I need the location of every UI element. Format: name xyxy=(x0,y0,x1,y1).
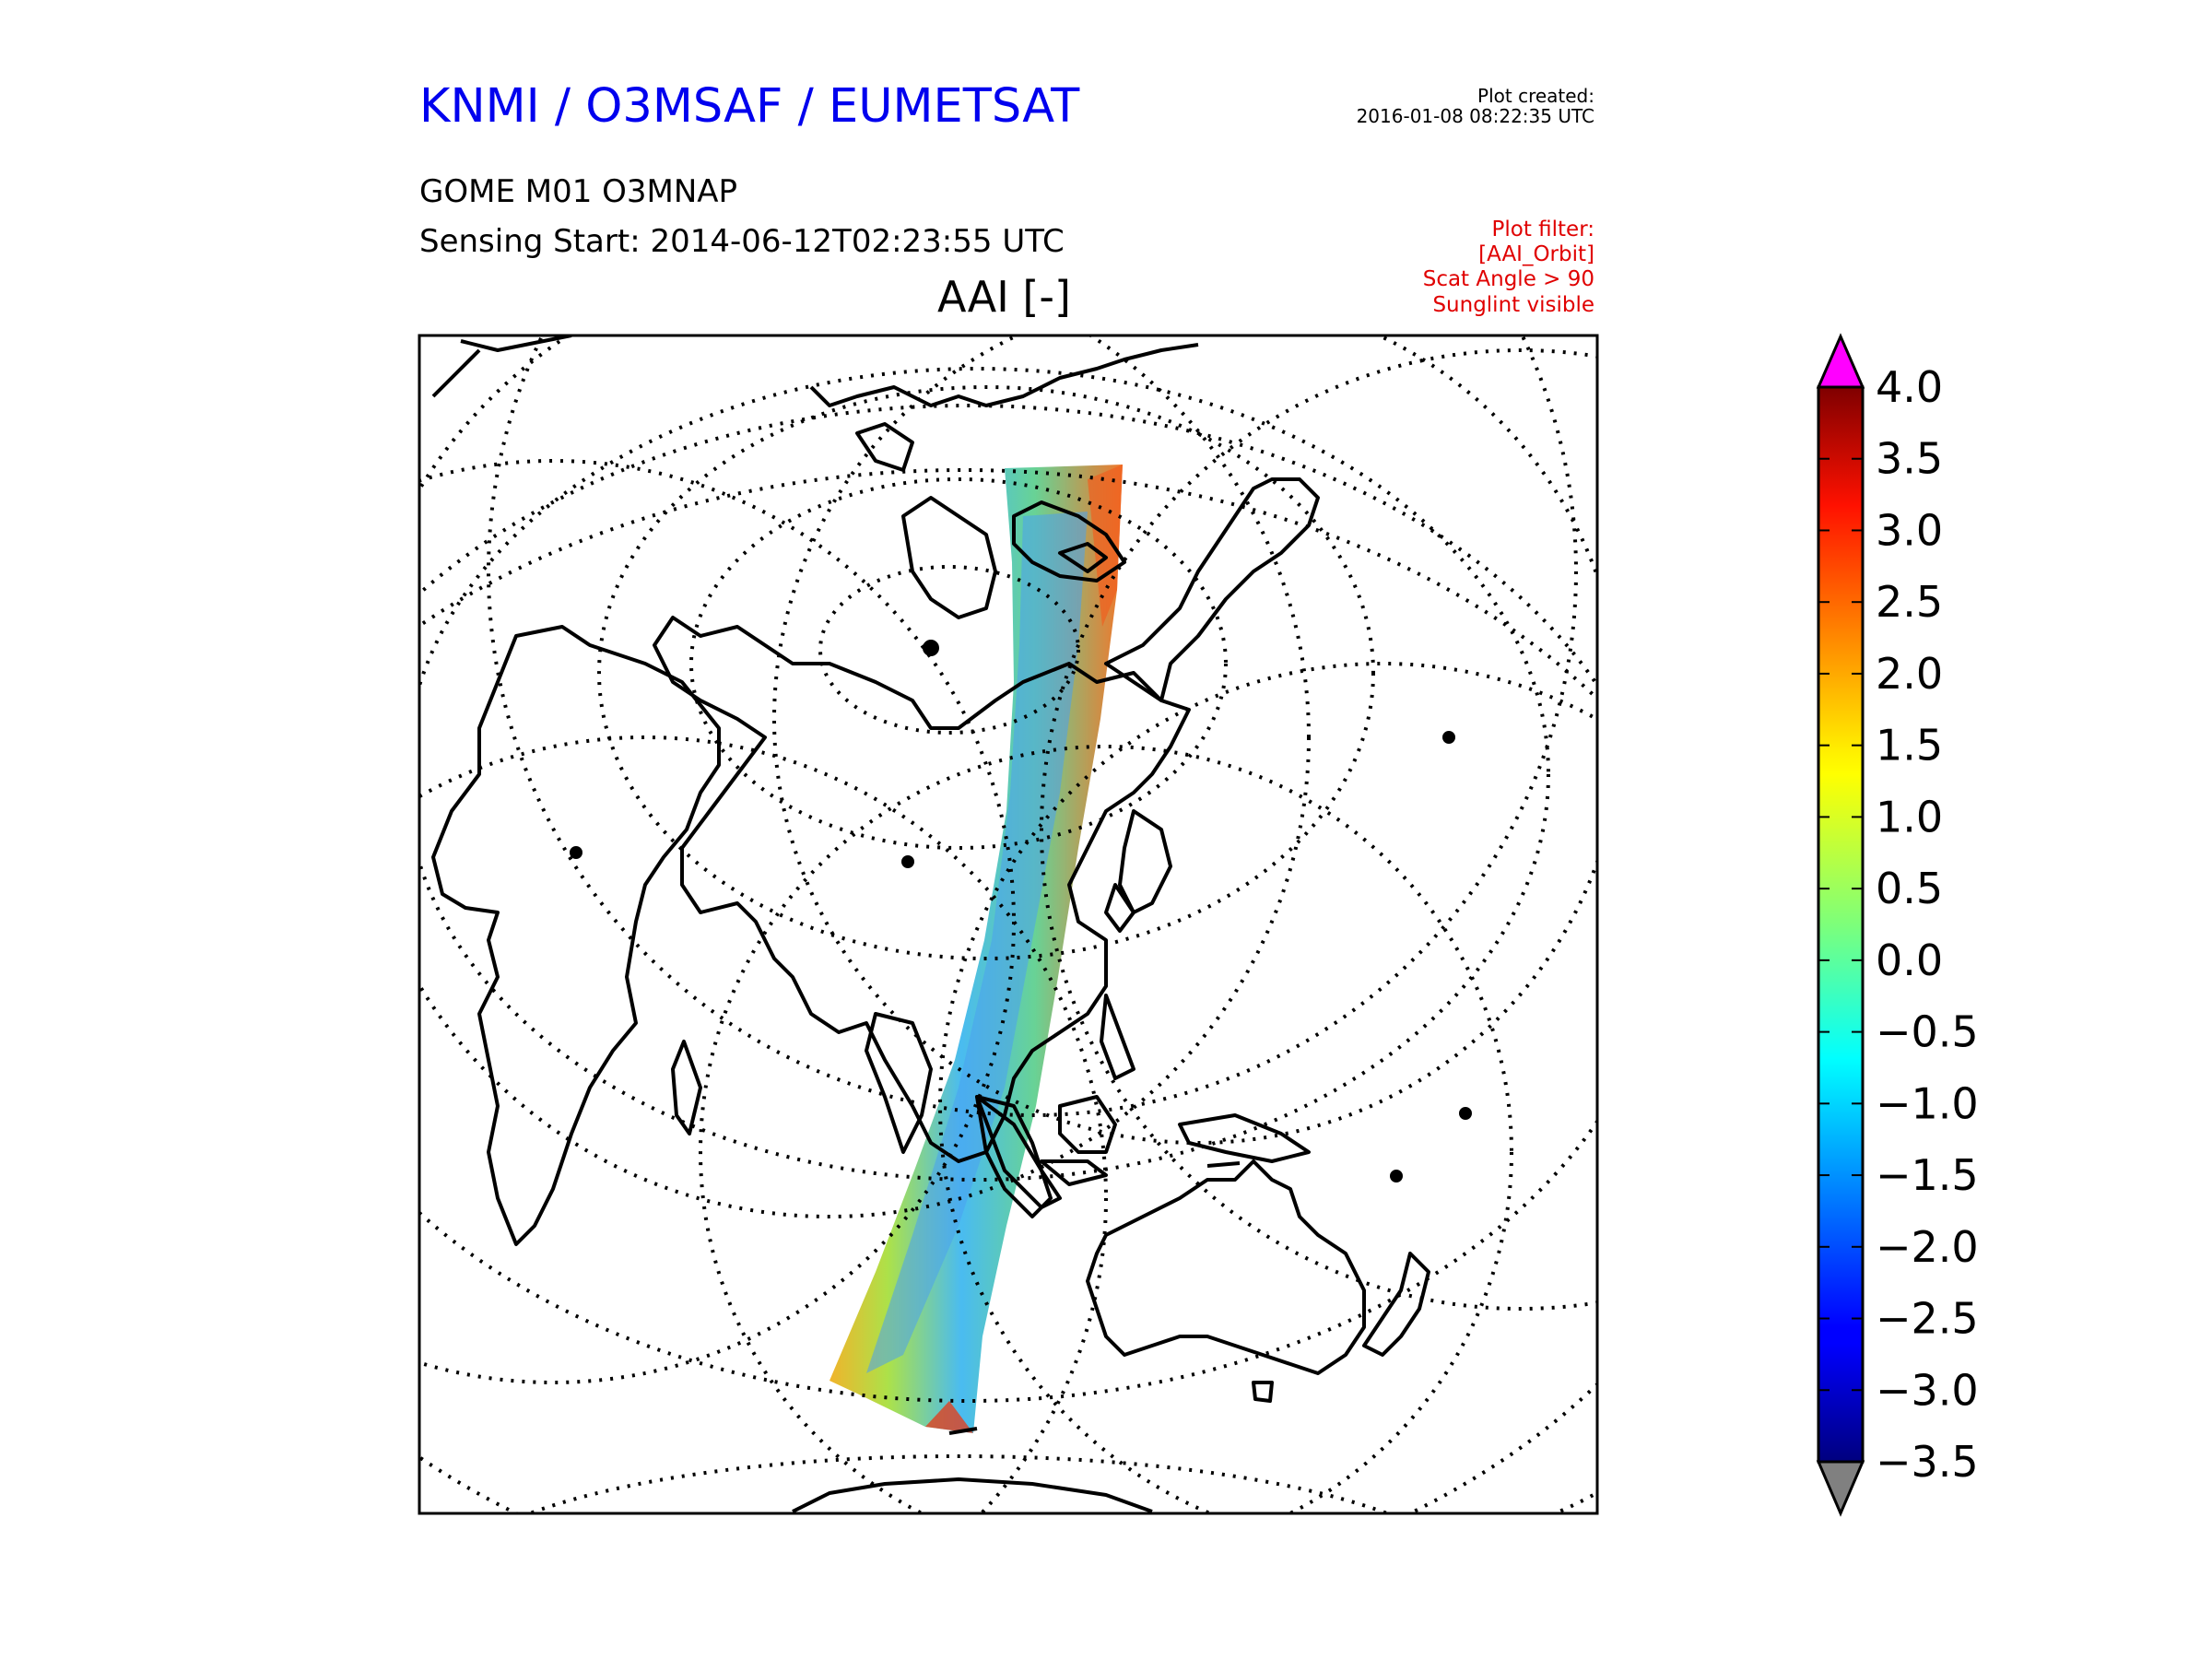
colorbar-tick-label: 3.5 xyxy=(1876,434,1943,484)
colorbar-tick-label: −1.5 xyxy=(1876,1150,1979,1200)
coast-africa xyxy=(431,625,721,1246)
sensing-start: Sensing Start: 2014-06-12T02:23:55 UTC xyxy=(419,223,1065,260)
aai-swath xyxy=(830,465,1123,1433)
colorbar-gradient xyxy=(1817,385,1865,1464)
map-frame xyxy=(418,334,1599,1515)
colorbar-tick-label: 1.5 xyxy=(1876,721,1943,771)
colorbar-tick-label: −3.0 xyxy=(1876,1365,1979,1415)
colorbar-over-triangle xyxy=(1816,333,1865,389)
colorbar-tick-label: −0.5 xyxy=(1876,1007,1979,1057)
colorbar-tick-label: 3.0 xyxy=(1876,505,1943,555)
organization-title: KNMI / O3MSAF / EUMETSAT xyxy=(419,79,1080,134)
colorbar-tick-label: −2.5 xyxy=(1876,1294,1979,1344)
coast-australia xyxy=(1086,1159,1366,1375)
coastlines xyxy=(431,335,1472,1513)
plot-created-label: Plot created: xyxy=(1477,85,1594,107)
graticule xyxy=(419,335,1597,1513)
colorbar: 4.0 3.5 3.0 2.5 2.0 1.5 1.0 0.5 0.0 −0.5 −1.0 −1.5 −… xyxy=(1816,333,1979,1517)
plot-created-time: 2016-01-08 08:22:35 UTC xyxy=(1356,105,1594,127)
colorbar-tick-label: −2.0 xyxy=(1876,1222,1979,1272)
colorbar-tick-label: 1.0 xyxy=(1876,792,1943,841)
filter-line-1: Plot filter: xyxy=(1491,218,1594,241)
colorbar-tick-label: −3.5 xyxy=(1876,1437,1979,1487)
coast-eurasia xyxy=(653,616,1191,1163)
colorbar-tick-label: 0.5 xyxy=(1876,864,1943,913)
colorbar-tick-label: 0.0 xyxy=(1876,935,1943,985)
colorbar-under-triangle xyxy=(1816,1460,1865,1517)
colorbar-tick-label: −1.0 xyxy=(1876,1078,1979,1128)
filter-line-2: [AAI_Orbit] xyxy=(1478,242,1594,266)
filter-line-3: Scat Angle > 90 xyxy=(1422,267,1594,291)
filter-line-4: Sunglint visible xyxy=(1432,293,1594,317)
colorbar-tick-label: 2.5 xyxy=(1876,577,1943,627)
variable-title: AAI [-] xyxy=(937,272,1071,322)
product-name: GOME M01 O3MNAP xyxy=(419,173,738,210)
colorbar-tick-label: 4.0 xyxy=(1876,362,1943,412)
colorbar-tick-label: 2.0 xyxy=(1876,649,1943,699)
colorbar-ticks: 4.0 3.5 3.0 2.5 2.0 1.5 1.0 0.5 0.0 −0.5 −1.0 −1.5 −… xyxy=(1818,362,1979,1487)
